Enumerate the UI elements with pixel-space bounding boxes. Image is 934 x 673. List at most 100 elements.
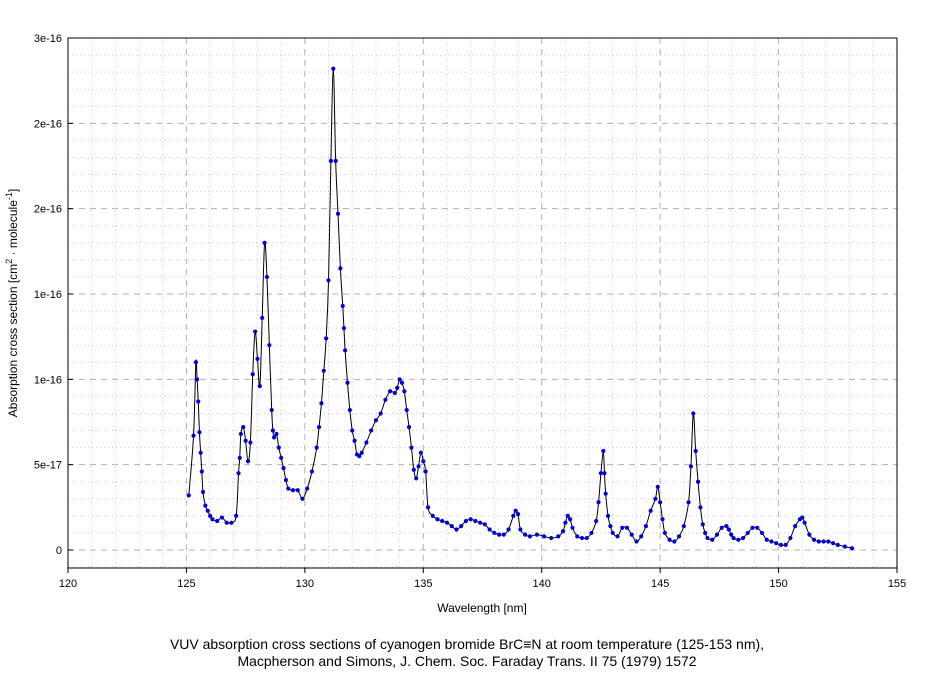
data-point bbox=[271, 435, 277, 440]
data-point bbox=[290, 488, 296, 493]
data-point bbox=[698, 505, 703, 510]
x-tick-label: 150 bbox=[769, 578, 787, 590]
data-point bbox=[816, 539, 821, 544]
data-point bbox=[286, 486, 291, 491]
data-point bbox=[755, 525, 760, 530]
data-point bbox=[463, 518, 469, 524]
data-point bbox=[602, 471, 607, 476]
data-point bbox=[425, 505, 431, 510]
data-point bbox=[620, 525, 625, 530]
data-point bbox=[835, 542, 840, 547]
data-point bbox=[821, 539, 826, 544]
data-point bbox=[662, 530, 667, 536]
data-point bbox=[219, 515, 225, 520]
data-point bbox=[305, 486, 310, 491]
x-tick-label: 140 bbox=[533, 578, 551, 590]
data-point bbox=[241, 425, 246, 430]
data-point bbox=[236, 471, 241, 476]
data-point bbox=[541, 534, 547, 539]
data-point bbox=[648, 508, 653, 513]
data-point bbox=[634, 539, 639, 544]
data-series bbox=[186, 66, 855, 551]
data-point bbox=[359, 450, 364, 455]
data-point bbox=[279, 455, 284, 460]
spectrum-chart: 120 125 130 135 140 145 150 155 0 5e-17 1e-16 1e-16… bbox=[4, 33, 906, 615]
data-point bbox=[267, 343, 272, 348]
data-point bbox=[238, 431, 244, 437]
data-point bbox=[262, 240, 267, 245]
data-point bbox=[826, 539, 831, 544]
data-point bbox=[501, 532, 506, 537]
data-point bbox=[703, 530, 708, 536]
data-point bbox=[769, 539, 774, 544]
data-point bbox=[281, 465, 286, 471]
data-point bbox=[194, 377, 200, 382]
data-point bbox=[260, 315, 265, 320]
data-point bbox=[565, 513, 570, 518]
data-point bbox=[705, 535, 710, 541]
data-point bbox=[693, 448, 698, 454]
data-point bbox=[364, 440, 369, 445]
data-point bbox=[681, 524, 686, 529]
data-point bbox=[518, 527, 523, 532]
data-point bbox=[724, 524, 729, 529]
data-point bbox=[478, 520, 483, 525]
data-point bbox=[759, 530, 765, 536]
data-point bbox=[186, 493, 191, 498]
data-point bbox=[350, 428, 355, 433]
data-point bbox=[643, 524, 649, 529]
data-point bbox=[397, 377, 402, 382]
data-point bbox=[788, 535, 793, 541]
data-point bbox=[639, 534, 644, 539]
y-axis-label: Absorption cross section [cm2 · molecule… bbox=[4, 189, 20, 417]
data-point bbox=[594, 518, 599, 524]
data-point bbox=[383, 397, 388, 402]
data-point bbox=[404, 407, 409, 413]
data-point bbox=[610, 530, 615, 536]
data-point bbox=[200, 489, 206, 495]
data-point bbox=[487, 527, 492, 532]
data-point bbox=[589, 530, 594, 536]
data-point bbox=[849, 546, 855, 551]
data-point bbox=[245, 459, 251, 464]
data-point bbox=[257, 384, 262, 389]
data-point bbox=[710, 537, 715, 542]
data-point bbox=[283, 477, 289, 483]
data-point bbox=[435, 517, 440, 522]
data-point bbox=[523, 532, 528, 537]
data-point bbox=[660, 517, 665, 522]
caption-line-2: Macpherson and Simons, J. Chem. Soc. Far… bbox=[237, 653, 697, 669]
data-point bbox=[731, 535, 736, 541]
data-point bbox=[388, 389, 393, 394]
data-point bbox=[309, 469, 315, 474]
data-point bbox=[695, 479, 701, 484]
data-point bbox=[691, 411, 696, 416]
data-point bbox=[605, 513, 611, 518]
data-point bbox=[198, 450, 203, 455]
data-point bbox=[454, 527, 459, 532]
data-point bbox=[800, 515, 805, 520]
grid bbox=[67, 37, 898, 568]
data-point bbox=[793, 524, 798, 529]
data-point bbox=[369, 428, 374, 433]
data-point bbox=[802, 520, 807, 525]
data-point bbox=[440, 518, 445, 524]
data-point bbox=[357, 454, 362, 459]
data-point bbox=[807, 532, 812, 537]
data-point bbox=[373, 418, 379, 423]
y-tick-label: 2e-16 bbox=[34, 204, 62, 216]
data-point bbox=[196, 399, 201, 404]
y-tick-label: 3e-16 bbox=[34, 33, 62, 45]
data-point bbox=[515, 512, 521, 517]
data-point bbox=[208, 513, 213, 518]
plot-frame bbox=[67, 37, 898, 569]
data-point bbox=[745, 530, 750, 536]
data-point bbox=[414, 476, 419, 481]
data-point bbox=[513, 508, 518, 513]
data-point bbox=[430, 513, 435, 518]
data-point bbox=[423, 469, 428, 474]
data-point bbox=[624, 525, 630, 530]
data-point bbox=[205, 508, 210, 513]
data-point bbox=[210, 517, 215, 522]
data-point bbox=[830, 541, 836, 546]
